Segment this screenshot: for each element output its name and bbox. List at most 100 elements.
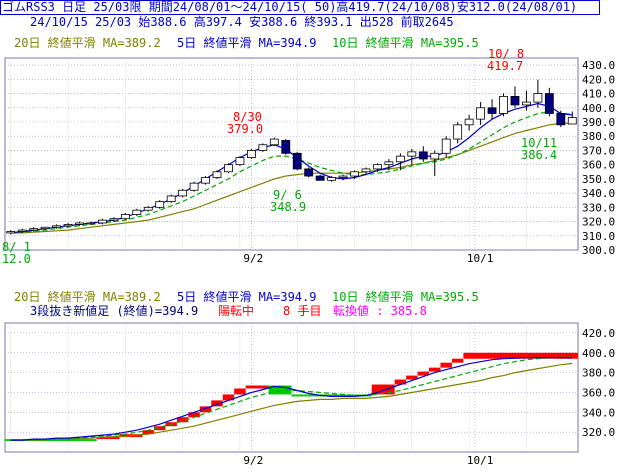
y-tick-label: 420.0 bbox=[582, 327, 615, 340]
x-tick-label: 10/1 bbox=[467, 454, 494, 467]
up-block bbox=[417, 371, 430, 376]
annot-high2-date: 10/ 8 bbox=[488, 47, 525, 61]
annot-high1-value: 379.0 bbox=[227, 122, 264, 136]
candle-up bbox=[373, 164, 382, 170]
down-block bbox=[291, 394, 372, 397]
candle-up bbox=[189, 182, 199, 191]
up-block bbox=[222, 394, 235, 401]
header-line-2: 24/10/15 25/03 始388.6 高397.4 安388.6 終393… bbox=[30, 15, 454, 29]
top-legend-ma10: 10日 終値平滑 MA=395.5 bbox=[332, 36, 479, 50]
annot-last-value: 386.4 bbox=[521, 148, 558, 162]
candle-up bbox=[453, 124, 463, 140]
candle-up bbox=[269, 138, 279, 146]
candle-up bbox=[361, 168, 371, 173]
candle-up bbox=[224, 164, 233, 173]
candle-up bbox=[522, 101, 531, 106]
x-tick-label: 9/2 bbox=[243, 252, 263, 265]
candle-up bbox=[338, 175, 348, 178]
up-block bbox=[245, 385, 269, 389]
bottom-legend-ma10: 10日 終値平滑 MA=395.5 bbox=[332, 290, 479, 304]
candle-down bbox=[304, 168, 314, 177]
y-tick-label: 390.0 bbox=[582, 116, 615, 129]
candle-up bbox=[17, 229, 27, 232]
candle-up bbox=[120, 214, 130, 220]
top-legend-ma5: 5日 終値平滑 MA=394.9 bbox=[177, 36, 317, 50]
candle-up bbox=[246, 150, 256, 158]
up-block bbox=[96, 437, 120, 440]
ma10-line bbox=[10, 111, 573, 234]
up-block bbox=[406, 375, 418, 380]
candle-up bbox=[395, 155, 405, 163]
ma5-line bbox=[10, 357, 573, 441]
up-block bbox=[142, 430, 154, 435]
candle-up bbox=[567, 117, 577, 125]
candle-down bbox=[487, 107, 497, 114]
candle-up bbox=[235, 157, 245, 166]
candle-up bbox=[430, 152, 440, 160]
y-tick-label: 360.0 bbox=[582, 386, 615, 399]
up-block bbox=[463, 352, 578, 359]
candle-up bbox=[63, 223, 73, 227]
candle-down bbox=[315, 175, 325, 181]
y-tick-label: 350.0 bbox=[582, 173, 615, 186]
candle-up bbox=[407, 151, 417, 157]
candle-up bbox=[384, 161, 394, 166]
up-block bbox=[199, 406, 212, 413]
annot-low1-value: 348.9 bbox=[270, 200, 307, 214]
annot-high1-date: 8/30 bbox=[233, 110, 262, 124]
candle-up bbox=[212, 171, 222, 178]
annot-start-date: 8/ 1 bbox=[2, 240, 31, 254]
up-block bbox=[451, 358, 464, 363]
y-tick-label: 420.0 bbox=[582, 73, 615, 86]
y-tick-label: 320.0 bbox=[582, 426, 615, 439]
y-tick-label: 330.0 bbox=[582, 201, 615, 214]
candle-down bbox=[418, 151, 428, 160]
down-block bbox=[268, 385, 292, 395]
up-block bbox=[211, 400, 223, 407]
y-tick-label: 370.0 bbox=[582, 144, 615, 157]
annot-last-date: 10/11 bbox=[521, 136, 558, 150]
three-break-label: 3段抜き新値足 (終値)=394.9 bbox=[30, 304, 199, 318]
y-tick-label: 320.0 bbox=[582, 216, 615, 229]
ma20-line bbox=[10, 122, 573, 234]
up-block bbox=[153, 426, 166, 431]
candle-up bbox=[499, 96, 508, 114]
candle-up bbox=[52, 225, 61, 228]
y-tick-label: 340.0 bbox=[582, 187, 615, 200]
candle-up bbox=[143, 206, 153, 211]
candle-down bbox=[544, 93, 554, 114]
candle-up bbox=[258, 144, 268, 151]
candle-up bbox=[75, 222, 84, 225]
three-line-break-chart: 320.0 340.0 360.0 380.0 400.0 420.0 9/2 10/1 bbox=[4, 322, 615, 467]
candle-up bbox=[441, 138, 451, 154]
candle-up bbox=[109, 218, 119, 221]
candle-up bbox=[97, 219, 107, 224]
header-line-1: ゴムRSS3 日足 25/03限 期間24/08/01～24/10/15( 50… bbox=[2, 0, 578, 14]
candle-up bbox=[40, 226, 50, 230]
candle-up bbox=[132, 209, 142, 215]
candle-up bbox=[201, 177, 210, 184]
down-block bbox=[5, 439, 97, 442]
header-bar-1 bbox=[0, 0, 600, 15]
candle-down bbox=[556, 113, 566, 126]
candle-up bbox=[533, 93, 543, 103]
up-block bbox=[176, 417, 189, 423]
candle-down bbox=[292, 152, 302, 170]
state-label: 陽転中 bbox=[218, 304, 255, 318]
candle-up bbox=[86, 222, 96, 225]
x-tick-label: 10/1 bbox=[467, 252, 494, 265]
y-tick-label: 300.0 bbox=[582, 244, 615, 257]
annot-start-value: 12.0 bbox=[2, 252, 31, 266]
y-tick-label: 380.0 bbox=[582, 130, 615, 143]
x-tick-label: 9/2 bbox=[243, 454, 263, 467]
y-tick-label: 380.0 bbox=[582, 367, 615, 380]
candle-up bbox=[166, 195, 176, 203]
up-block bbox=[429, 367, 441, 372]
count-label: 8 手目 bbox=[283, 304, 322, 318]
reversal-label: 転換値 : 385.8 bbox=[333, 304, 427, 318]
y-tick-label: 410.0 bbox=[582, 88, 615, 101]
y-tick-label: 310.0 bbox=[582, 230, 615, 243]
candle-up bbox=[178, 189, 188, 197]
candle-up bbox=[476, 107, 486, 120]
bottom-legend-ma5: 5日 終値平滑 MA=394.9 bbox=[177, 290, 317, 304]
